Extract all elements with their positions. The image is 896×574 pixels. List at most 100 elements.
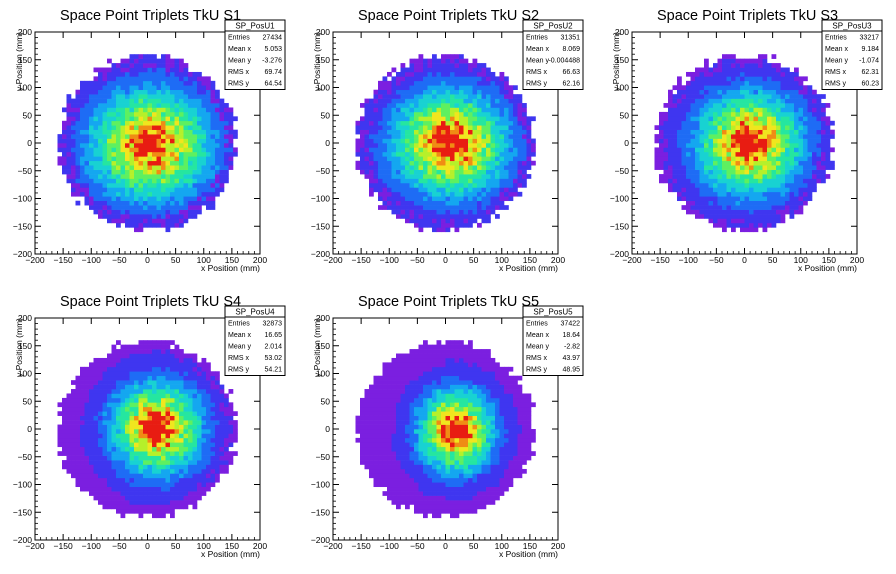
heatmap-cell [722, 89, 727, 95]
heatmap-cell [803, 169, 808, 175]
heatmap-cell [459, 71, 464, 77]
heatmap-cell [89, 420, 94, 425]
heatmap-cell [134, 500, 139, 505]
heatmap-cell [445, 67, 451, 73]
heatmap-cell [405, 191, 410, 197]
heatmap-cell [102, 451, 108, 456]
heatmap-cell [418, 187, 424, 193]
heatmap-cell [785, 205, 790, 210]
heatmap-cell [382, 187, 388, 193]
heatmap-cell [798, 151, 804, 157]
heatmap-cell [84, 477, 90, 483]
heatmap-cell [107, 165, 112, 170]
heatmap-cell [152, 169, 157, 175]
heatmap-cell [663, 125, 669, 130]
heatmap-cell [120, 120, 126, 126]
stats-label: RMS x [228, 69, 250, 76]
heatmap-cell [156, 491, 162, 496]
heatmap-cell [762, 98, 768, 104]
heatmap-cell [391, 80, 397, 86]
heatmap-cell [183, 134, 189, 139]
heatmap-cell [152, 406, 157, 412]
heatmap-cell [174, 138, 180, 144]
heatmap-cell [803, 76, 808, 82]
heatmap-cell [405, 138, 410, 144]
heatmap-cell [731, 89, 736, 95]
heatmap-cell [762, 196, 768, 202]
heatmap-cell [704, 134, 709, 139]
heatmap-cell [740, 63, 745, 68]
heatmap-cell [681, 169, 687, 175]
heatmap-cell [134, 209, 139, 215]
heatmap-cell [84, 384, 90, 390]
heatmap-cell [197, 76, 202, 82]
heatmap-cell [522, 120, 527, 126]
heatmap-cell [436, 76, 442, 82]
heatmap-cell [138, 125, 144, 130]
heatmap-cell [481, 191, 487, 197]
heatmap-cell [409, 85, 415, 91]
heatmap-cell [463, 71, 469, 77]
heatmap-cell [744, 103, 750, 108]
heatmap-cell [102, 67, 108, 73]
heatmap-cell [75, 406, 81, 412]
heatmap-cell [111, 63, 117, 68]
heatmap-cell [138, 71, 144, 77]
heatmap-cell [134, 89, 139, 95]
heatmap-cell [780, 205, 786, 210]
heatmap-cell [663, 151, 669, 157]
heatmap-cell [378, 134, 383, 139]
heatmap-cell [717, 76, 723, 82]
heatmap-cell [659, 160, 664, 166]
heatmap-cell [138, 437, 144, 443]
heatmap-cell [441, 80, 446, 86]
heatmap-cell [794, 209, 799, 215]
heatmap-cell [170, 103, 175, 108]
heatmap-cell [206, 182, 211, 188]
heatmap-cell [129, 107, 135, 113]
heatmap-cell [508, 156, 514, 162]
heatmap-cell [125, 85, 130, 91]
heatmap-cell [378, 111, 383, 117]
heatmap-cell [228, 156, 234, 162]
heatmap-cell [722, 116, 727, 122]
heatmap-cell [120, 504, 126, 510]
heatmap-cell [477, 174, 482, 179]
heatmap-cell [690, 165, 696, 170]
heatmap-cell [418, 111, 424, 117]
heatmap-cell [134, 344, 139, 350]
heatmap-cell [161, 143, 166, 148]
heatmap-cell [803, 116, 808, 122]
heatmap-cell [111, 495, 117, 501]
heatmap-cell [378, 191, 383, 197]
heatmap-cell [165, 424, 171, 430]
heatmap-cell [726, 107, 732, 113]
heatmap-cell [717, 103, 723, 108]
heatmap-cell [735, 103, 741, 108]
heatmap-cell [749, 63, 754, 68]
heatmap-cell [134, 486, 139, 492]
heatmap-cell [382, 151, 388, 157]
heatmap-cell [378, 125, 383, 130]
heatmap-cell [722, 103, 727, 108]
heatmap-cell [369, 143, 374, 148]
heatmap-cell [436, 98, 442, 104]
heatmap-cell [758, 58, 763, 64]
heatmap-cell [744, 85, 750, 91]
x-tick-label: 50 [171, 255, 181, 265]
heatmap-cell [454, 134, 460, 139]
heatmap-cell [459, 196, 464, 202]
heatmap-cell [789, 103, 795, 108]
heatmap-cell [201, 125, 207, 130]
heatmap-cell [152, 58, 157, 64]
heatmap-cell [726, 120, 732, 126]
heatmap-cell [789, 174, 795, 179]
heatmap-cell [758, 54, 763, 59]
heatmap-cell [821, 160, 826, 166]
heatmap-cell [396, 191, 401, 197]
heatmap-cell [62, 160, 67, 166]
heatmap-cell [771, 125, 777, 130]
heatmap-cell [798, 143, 804, 148]
heatmap-cell [152, 415, 157, 421]
heatmap-cell [785, 67, 790, 73]
